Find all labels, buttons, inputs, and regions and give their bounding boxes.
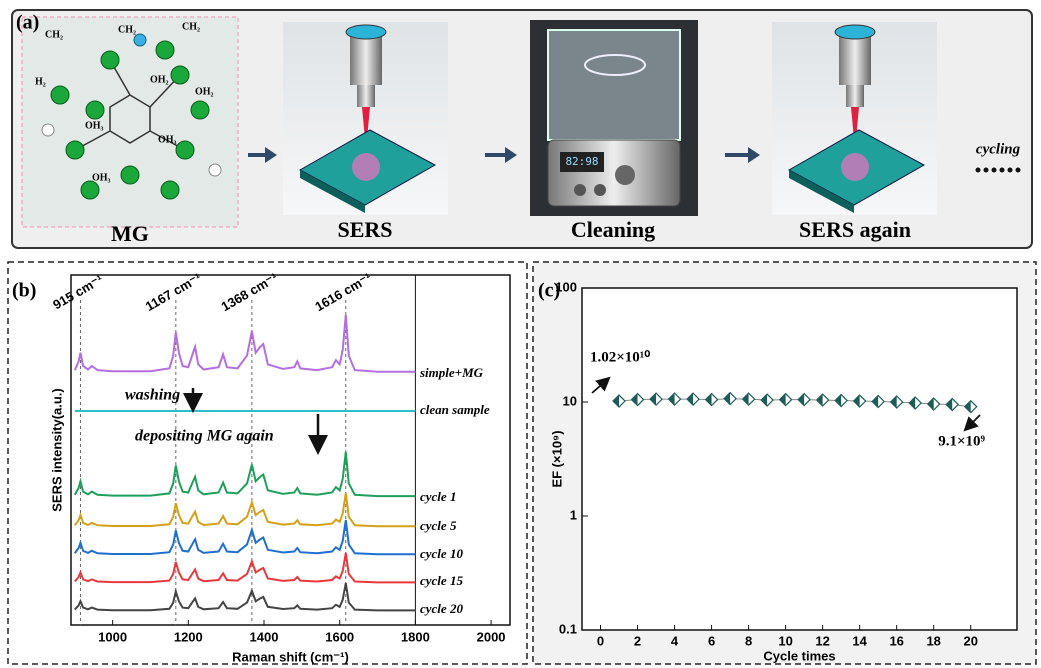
y-tick-label: 1 [570,507,577,522]
x-tick-label: 4 [671,633,679,648]
molecule-label: OH₃ [158,134,177,145]
x-tick-label: 16 [889,633,903,648]
y-tick-label: 0.1 [559,621,577,636]
molecule-label: CH₂ [118,24,136,35]
annotation: 1.02×10¹⁰ [590,349,650,365]
x-tick-label: 6 [708,633,715,648]
y-axis-label: SERS intensity(a.u.) [49,388,64,512]
annotation: 9.1×10⁹ [938,433,985,449]
x-tick-label: 1200 [174,629,203,644]
panel-label: (a) [16,12,39,34]
panel-label: (c) [538,280,560,302]
molecule-image [22,17,238,227]
molecule-label: OH₂ [195,86,214,97]
step-label: MG [111,221,149,246]
sers-image [283,22,448,215]
series-label: cycle 10 [420,546,463,561]
molecule-label: OH₃ [85,120,104,131]
molecule-label: H₂ [35,76,46,87]
x-axis-label: Cycle times [763,648,835,663]
y-tick-label: 10 [563,393,577,408]
x-tick-label: 1600 [325,629,354,644]
step-label: Cleaning [571,217,655,242]
cleaning-image: 82:98 [530,20,698,216]
series-label: cycle 15 [420,573,463,588]
molecule-label: OH₃ [92,172,111,183]
series-label: cycle 20 [420,601,463,616]
y-axis-label: EF (×10⁹) [549,430,564,487]
series-label: cycle 5 [420,518,457,533]
annotation: washing [125,387,180,404]
panel-label: (b) [12,280,36,302]
annotation: depositing MG again [135,428,274,445]
sers-image [772,22,937,215]
plot-frame [582,288,1017,630]
molecule-label: CH₂ [45,29,63,40]
x-tick-label: 1000 [98,629,127,644]
figure: CH₂ CH₂ CH₂ H₂ OH₂ OH₂ OH₃ OH₃ OH₃ (a) [0,0,1041,668]
step-label: SERS again [799,217,911,242]
series-label: cycle 1 [420,489,456,504]
x-tick-label: 12 [815,633,829,648]
molecule-label: OH₂ [150,74,169,85]
series-label: simple+MG [419,365,484,380]
x-tick-label: 1800 [401,629,430,644]
x-tick-label: 20 [963,633,977,648]
x-axis-label: Raman shift (cm⁻¹) [232,649,349,664]
x-tick-label: 2 [634,633,641,648]
x-tick-label: 8 [745,633,752,648]
x-tick-label: 0 [597,633,604,648]
molecule-label: CH₂ [182,21,200,32]
x-tick-label: 18 [926,633,940,648]
step-label: SERS [337,217,392,242]
display-text: 82:98 [565,155,598,168]
series-label: clean sample [420,402,490,417]
panel-a: CH₂ CH₂ CH₂ H₂ OH₂ OH₂ OH₃ OH₃ OH₃ (a) [12,10,1032,248]
x-tick-label: 1400 [250,629,279,644]
x-tick-label: 10 [778,633,792,648]
x-tick-label: 14 [852,633,867,648]
cycling-label: cycling [976,141,1021,157]
x-tick-label: 2000 [477,629,506,644]
